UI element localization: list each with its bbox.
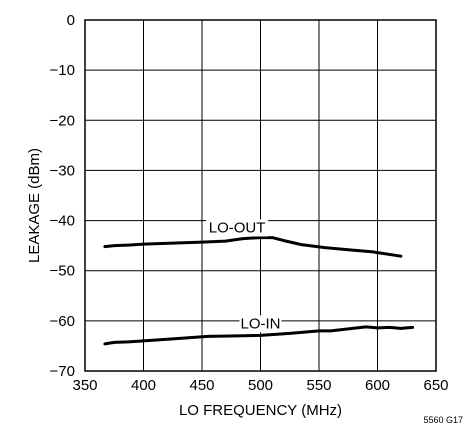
y-tick-label: −60 [50,313,75,330]
series-label-background [206,219,269,237]
plot-border [84,19,437,372]
plot-frame [84,19,437,372]
x-tick-label: 400 [131,377,156,394]
x-tick-label: 500 [248,377,273,394]
series-line-lo-in [103,325,415,346]
series-labels: LO-OUT LO-IN [206,219,282,333]
x-axis-title: LO FREQUENCY (MHz) [179,402,342,419]
x-tick-label: 450 [189,377,214,394]
series-line-lo-out [103,236,403,258]
series-label-lo-in: LO-IN [240,315,280,332]
y-tick-label: −40 [50,213,75,230]
y-tick-label: 0 [67,12,75,29]
figure-code: 5560 G17 [423,415,463,425]
x-tick-label: 600 [365,377,390,394]
x-tick-label: 650 [423,377,448,394]
y-tick-label: −50 [50,263,75,280]
x-tick-label: 550 [306,377,331,394]
y-axis-title: LEAKAGE (dBm) [26,148,43,263]
tick-labels: 350 400 450 500 550 600 650 0 −10 −20 −30 −40 −50 −60… [50,12,449,394]
series-label-background [239,315,282,333]
y-tick-label: −20 [50,112,75,129]
data-series [103,236,415,346]
y-tick-label: −70 [50,363,75,380]
y-tick-label: −10 [50,62,75,79]
series-label-lo-out: LO-OUT [209,219,266,236]
x-tick-label: 350 [72,377,97,394]
y-tick-label: −30 [50,162,75,179]
